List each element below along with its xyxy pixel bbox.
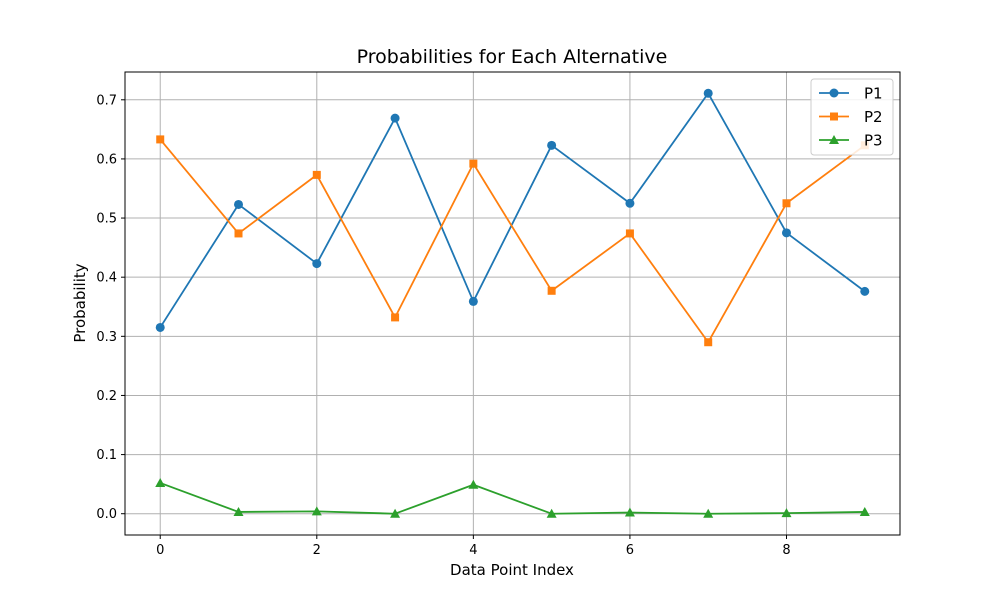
data-point-p3 — [390, 508, 401, 518]
legend-label-p3: P3 — [864, 132, 883, 150]
x-tick-label: 8 — [782, 543, 790, 558]
data-point-p2 — [156, 135, 165, 144]
data-point-p2 — [234, 229, 243, 238]
legend-marker-p1 — [829, 88, 839, 98]
data-point-p1 — [390, 113, 400, 123]
data-point-p1 — [547, 140, 557, 150]
series-line-p3 — [159, 482, 865, 515]
data-point-p1 — [312, 259, 322, 269]
y-tick-label: 0.6 — [96, 152, 117, 167]
data-point-p1 — [155, 322, 165, 332]
data-point-p3 — [311, 506, 322, 516]
data-point-p3 — [703, 508, 714, 518]
chart-title: Probabilities for Each Alternative — [357, 46, 668, 68]
data-point-p3 — [859, 506, 870, 516]
y-tick-label: 0.0 — [96, 507, 117, 522]
data-point-p1 — [468, 296, 478, 306]
x-axis-ticks: 0 2 4 6 8 — [156, 535, 791, 558]
legend-item-p2: P2 — [819, 108, 883, 126]
x-tick-label: 6 — [626, 543, 634, 558]
series-line-p1 — [159, 92, 866, 328]
y-tick-label: 0.7 — [96, 93, 117, 108]
data-point-p2 — [704, 338, 713, 347]
legend-marker-p2 — [830, 112, 838, 121]
y-tick-label: 0.3 — [96, 330, 117, 345]
legend-label-p2: P2 — [864, 108, 883, 126]
data-point-p3 — [468, 479, 479, 489]
data-point-p2 — [625, 229, 634, 238]
legend-item-p3: P3 — [819, 132, 883, 150]
y-axis-ticks: 0.0 0.1 0.2 0.3 0.4 0.5 0.6 0.7 — [96, 93, 125, 522]
legend-box — [810, 78, 894, 156]
data-point-p3 — [233, 506, 244, 516]
data-point-p1 — [781, 228, 791, 238]
y-tick-label: 0.1 — [96, 448, 117, 463]
y-tick-label: 0.2 — [96, 389, 117, 404]
series-line-p2 — [159, 138, 866, 344]
data-point-p2 — [782, 199, 791, 208]
legend-item-p1: P1 — [819, 85, 883, 103]
data-point-p1 — [860, 286, 870, 296]
data-point-p2 — [469, 159, 478, 168]
data-point-p1 — [234, 199, 244, 209]
series-p1 — [155, 88, 870, 332]
y-axis-label: Probability — [71, 263, 89, 342]
x-tick-label: 0 — [156, 543, 164, 558]
data-point-p1 — [703, 88, 713, 98]
x-tick-label: 2 — [313, 543, 321, 558]
legend-marker-p3 — [829, 135, 839, 144]
plot-area-frame — [124, 71, 901, 536]
x-axis-label: Data Point Index — [450, 561, 574, 579]
y-tick-label: 0.5 — [96, 212, 117, 227]
x-tick-label: 4 — [469, 543, 477, 558]
data-point-p1 — [625, 198, 635, 208]
data-point-p2 — [391, 313, 400, 322]
y-tick-label: 0.4 — [96, 271, 117, 286]
data-point-p2 — [547, 286, 556, 295]
data-point-p3 — [546, 508, 557, 518]
legend-label-p1: P1 — [864, 85, 883, 103]
series-p3 — [155, 477, 870, 518]
data-point-p3 — [155, 477, 166, 487]
data-point-p3 — [781, 508, 792, 518]
data-point-p2 — [312, 170, 321, 179]
legend: P1 P2 P3 — [810, 78, 894, 156]
data-point-p3 — [624, 507, 635, 517]
